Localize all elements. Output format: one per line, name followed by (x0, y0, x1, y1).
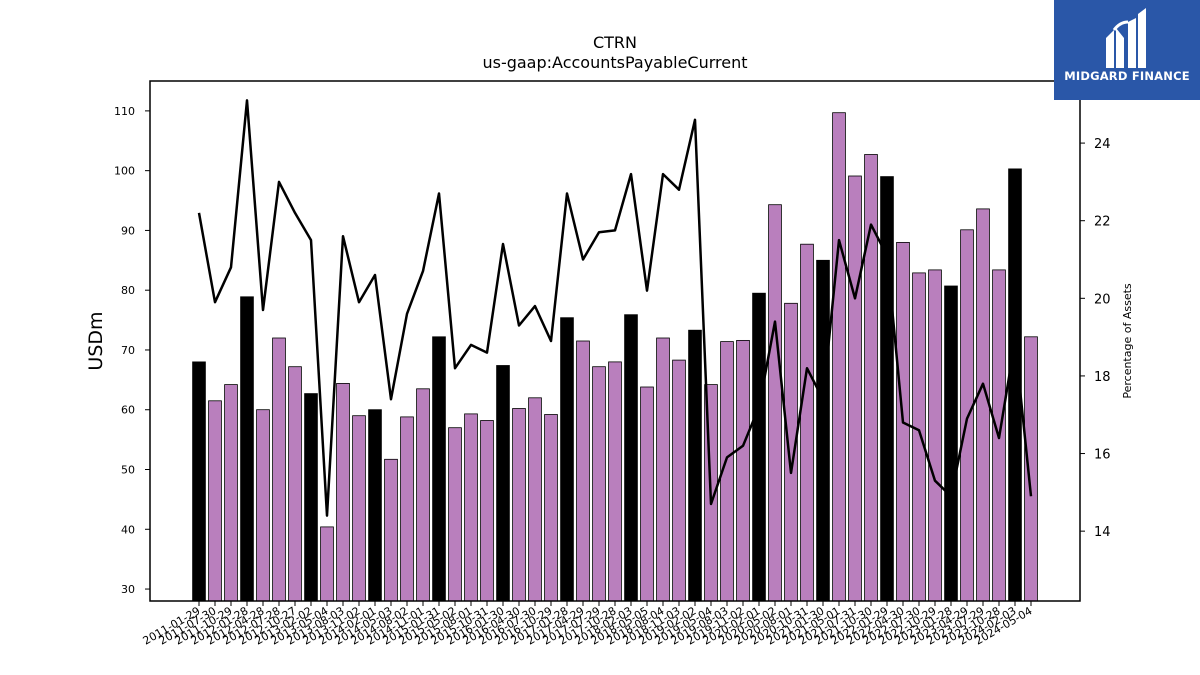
y-tick-label: 70 (121, 344, 135, 357)
bar (640, 386, 654, 602)
bar (784, 302, 798, 602)
bar (880, 176, 894, 602)
y2-tick-label: 24 (1094, 137, 1111, 152)
y-tick-label: 100 (114, 165, 135, 178)
bar (496, 365, 510, 602)
chart-title: CTRN (593, 33, 637, 52)
bar (624, 314, 638, 602)
bar (1024, 336, 1038, 602)
y-tick-label: 40 (121, 523, 135, 536)
y-tick-label: 90 (121, 224, 135, 237)
bar (688, 329, 702, 602)
bar (544, 414, 558, 602)
bar (592, 366, 606, 602)
logo-text: MIDGARD FINANCE (1064, 69, 1190, 83)
bar (976, 208, 990, 602)
bar (288, 366, 302, 602)
y-axis-label: USDm (85, 311, 107, 370)
bar (608, 361, 622, 602)
bar (736, 339, 750, 602)
bar (752, 292, 766, 602)
bar (912, 272, 926, 602)
y2-tick-label: 14 (1094, 525, 1111, 540)
bar (464, 413, 478, 602)
bar (192, 361, 206, 602)
y-tick-label: 110 (114, 105, 135, 118)
bar (240, 296, 254, 602)
chart-subtitle: us-gaap:AccountsPayableCurrent (482, 53, 747, 72)
bar (416, 388, 430, 602)
y2-tick-label: 22 (1094, 215, 1111, 230)
y2-tick-label: 16 (1094, 448, 1111, 463)
bar (432, 336, 446, 602)
bar (560, 317, 574, 602)
bar (768, 204, 782, 602)
bar (848, 175, 862, 602)
bar (672, 359, 686, 602)
bar (800, 243, 814, 602)
bar (384, 458, 398, 602)
y-tick-label: 60 (121, 404, 135, 417)
bar (944, 285, 958, 602)
bar (304, 393, 318, 602)
midgard-finance-logo: MIDGARD FINANCE (1054, 0, 1200, 100)
y-tick-label: 30 (121, 583, 135, 596)
y2-tick-label: 20 (1094, 292, 1111, 307)
bar (528, 397, 542, 602)
y-tick-label: 80 (121, 284, 135, 297)
bar (320, 526, 334, 602)
bar (448, 427, 462, 602)
logo-mark-icon (1106, 8, 1146, 68)
y-tick-label: 50 (121, 464, 135, 477)
y2-axis-label: Percentage of Assets (1121, 283, 1134, 399)
bar (864, 154, 878, 602)
bar (960, 229, 974, 602)
bar (512, 408, 526, 602)
series-line (197, 99, 1033, 517)
bar (656, 337, 670, 602)
bar (832, 112, 846, 602)
bar (336, 382, 350, 602)
bar (272, 337, 286, 602)
bar (352, 415, 366, 602)
bar (928, 269, 942, 602)
bar (224, 384, 238, 602)
bar (576, 340, 590, 602)
bar (208, 400, 222, 602)
y2-tick-label: 18 (1094, 370, 1111, 385)
bar (400, 416, 414, 602)
bar (480, 420, 494, 602)
bar (256, 409, 270, 602)
bar (816, 259, 830, 602)
bar (368, 409, 382, 602)
